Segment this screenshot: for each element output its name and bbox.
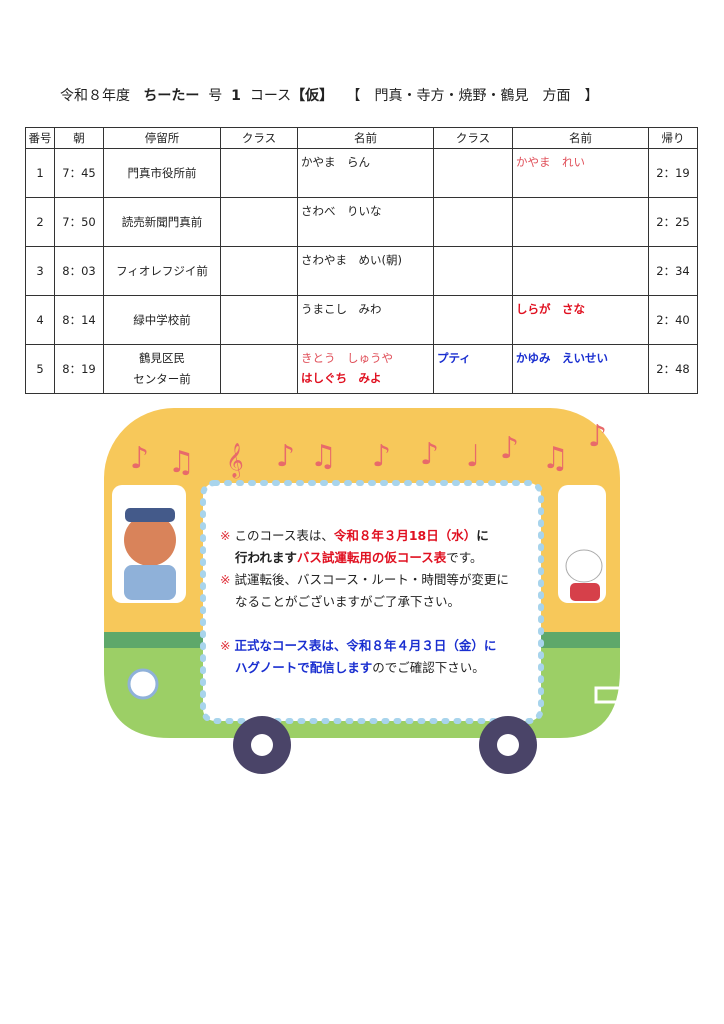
table-row: 3 8：03 フィオレフジイ前 さわやま めい(朝) 2：34 xyxy=(25,246,698,296)
cell-name: さわべ りいな xyxy=(297,197,434,247)
page-title: 令和８年度 ちーたー 号 1 コース【仮】 【 門真・寺方・焼野・鶴見 方面 】 xyxy=(60,88,599,104)
name: はしぐち みよ xyxy=(301,371,382,385)
cell-morning: 8：19 xyxy=(54,344,104,394)
driver-uniform xyxy=(124,565,176,600)
music-notes: ♪ ♫ 𝄞 ♪ ♫ ♪ ♪ ♩ ♪ ♫ ♪ xyxy=(130,419,607,480)
name: きとう しゅうや xyxy=(301,351,393,365)
note-1-cont: 行われますバス試運転用の仮コース表です。 xyxy=(235,550,483,565)
cell-number: 3 xyxy=(25,246,55,296)
cell-name: かやま らん xyxy=(297,148,434,198)
cell-name: さわやま めい(朝) xyxy=(297,246,434,296)
cell-return: 2：48 xyxy=(648,344,698,394)
treble-clef-icon: 𝄞 xyxy=(226,443,244,479)
note-2: ※ 試運転後、バスコース・ルート・時間等が変更に xyxy=(220,572,509,587)
table-row: 5 8：19 鶴見区民 センター前 きとう しゅうや はしぐち みよ プティ かゆみ… xyxy=(25,344,698,394)
note-icon: ♫ xyxy=(310,439,337,474)
cell-morning: 7：50 xyxy=(54,197,104,247)
note-icon: ♫ xyxy=(168,445,195,480)
note-icon: ♪ xyxy=(130,441,149,476)
note-icon: ♪ xyxy=(420,437,439,472)
cell-class xyxy=(220,148,298,198)
cell-class xyxy=(433,246,513,296)
notice-text: ※ このコース表は、令和８年３月18日（水）に 行われますバス試運転用の仮コース… xyxy=(220,525,530,679)
course-table: 番号 朝 停留所 クラス 名前 クラス 名前 帰り 1 7：45 門真市役所前 … xyxy=(25,127,698,394)
wheel-hub xyxy=(497,734,519,756)
cell-return: 2：34 xyxy=(648,246,698,296)
driver-cap xyxy=(125,508,175,522)
tail-handle xyxy=(594,686,620,704)
cell-morning: 8：03 xyxy=(54,246,104,296)
rabbit-clothes xyxy=(570,583,600,601)
table-header: 番号 朝 停留所 クラス 名前 クラス 名前 帰り xyxy=(25,127,698,149)
cell-return: 2：19 xyxy=(648,148,698,198)
note-icon: ♪ xyxy=(372,439,391,474)
note-icon: ♪ xyxy=(500,431,519,466)
cell-morning: 8：14 xyxy=(54,295,104,345)
cell-name: しらが さな xyxy=(512,295,649,345)
wheel-hub xyxy=(251,734,273,756)
note-2-cont: なることがございますがご了承下さい。 xyxy=(235,594,461,609)
cell-number: 4 xyxy=(25,295,55,345)
table-row: 2 7：50 読売新聞門真前 さわべ りいな 2：25 xyxy=(25,197,698,247)
cell-stop: 門真市役所前 xyxy=(103,148,221,198)
cell-class xyxy=(220,344,298,394)
cell-number: 2 xyxy=(25,197,55,247)
bear-driver xyxy=(124,514,176,566)
stop-line: 鶴見区民 xyxy=(139,351,185,365)
cell-class xyxy=(433,295,513,345)
cell-return: 2：25 xyxy=(648,197,698,247)
headlight xyxy=(127,668,159,700)
spacer xyxy=(220,613,530,635)
cell-name: かゆみ えいせい xyxy=(512,344,649,394)
note-icon: ♫ xyxy=(542,441,569,476)
table-row: 4 8：14 緑中学校前 うまこし みわ しらが さな 2：40 xyxy=(25,295,698,345)
note-icon: ♪ xyxy=(588,419,607,454)
note-3: ※ 正式なコース表は、令和８年４月３日（金）に xyxy=(220,638,497,653)
cell-stop: 緑中学校前 xyxy=(103,295,221,345)
note-icon: ♪ xyxy=(276,439,295,474)
note-1: ※ このコース表は、令和８年３月18日（水）に xyxy=(220,528,489,543)
stop-line: センター前 xyxy=(133,372,191,386)
cell-return: 2：40 xyxy=(648,295,698,345)
rabbit-passenger xyxy=(565,549,603,583)
note-icon: ♩ xyxy=(466,439,480,474)
cell-stop: 読売新聞門真前 xyxy=(103,197,221,247)
notice-window xyxy=(200,480,544,724)
cell-morning: 7：45 xyxy=(54,148,104,198)
note-3-cont: ハグノートで配信しますのでご確認下さい。 xyxy=(235,660,485,675)
cell-name: きとう しゅうや はしぐち みよ xyxy=(297,344,434,394)
cell-class: プティ xyxy=(433,344,513,394)
